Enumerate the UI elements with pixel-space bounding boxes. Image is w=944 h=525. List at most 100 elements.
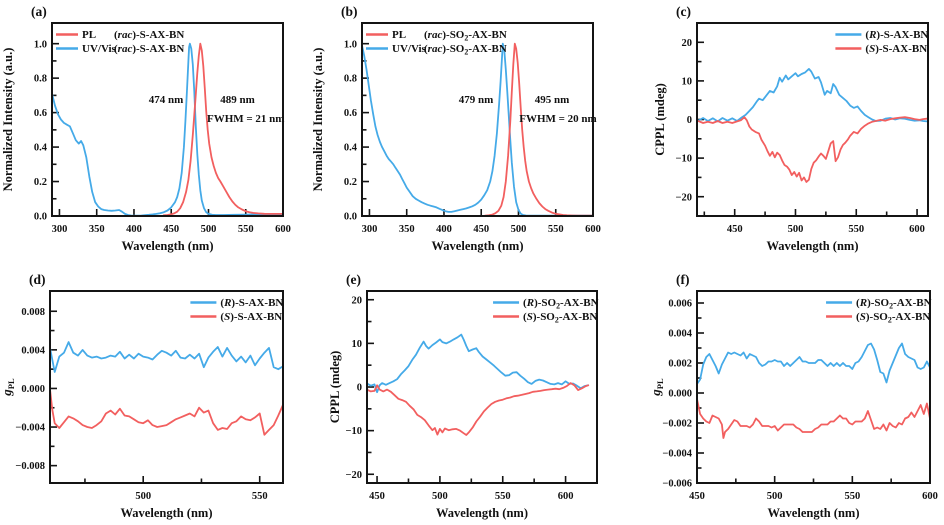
y-tick-label: 20	[352, 295, 363, 306]
chart-svg-b: 300 350 400 450 500 550 600 0.0 0.2 0.4 0.6 0.8 1.0 W…	[311, 4, 601, 253]
legend-label: (R)-S-AX-BN	[865, 29, 928, 41]
x-tick-label: 450	[163, 224, 179, 235]
series-line-red	[698, 116, 927, 183]
x-tick-label: 550	[548, 224, 564, 235]
y-tick-label: 0.8	[34, 74, 47, 85]
panel-b: 300 350 400 450 500 550 600 0.0 0.2 0.4 0.6 0.8 1.0 W…	[310, 0, 620, 262]
panel-letter: (b)	[341, 4, 358, 19]
chart-svg-a: 300 350 400 450 500 550 600 0.0 0.2 0.4 0.6 0.8 1.0 W…	[1, 4, 291, 253]
axis-frame	[696, 290, 931, 484]
y-tick-label: 0.000	[21, 384, 45, 395]
x-tick-label: 450	[689, 491, 705, 502]
panel-letter: (a)	[31, 4, 47, 19]
x-tick-label: 500	[511, 224, 527, 235]
series-line-red	[698, 399, 929, 439]
y-tick-label: 0.2	[34, 177, 47, 188]
legend-label: (S)-S-AX-BN	[220, 311, 282, 323]
y-tick-label: 0.6	[344, 108, 357, 119]
y-tick-label: 0.0	[34, 212, 47, 223]
legend-label2: (rac)-S-AX-BN	[114, 43, 184, 55]
y-tick-label: −0.004	[15, 423, 45, 434]
x-axis-label: Wavelength (nm)	[121, 239, 213, 253]
x-axis-label: Wavelength (nm)	[431, 239, 523, 253]
y-tick-label: −0.008	[15, 461, 45, 472]
y-tick-label: −10	[676, 154, 692, 165]
annotation: 479 nm	[459, 94, 494, 106]
x-tick-label: 350	[399, 224, 415, 235]
legend-label: (R)-SO2​-AX-BN	[856, 297, 932, 311]
panel-f: 450 500 550 600 −0.006 −0.004 −0.002 0.000 0.002…	[620, 262, 944, 525]
panel-letter: (e)	[346, 272, 361, 287]
y-tick-label: −0.002	[662, 419, 692, 430]
x-tick-label: 550	[238, 224, 254, 235]
series-line-red	[368, 382, 590, 436]
y-tick-label: 1.0	[344, 39, 357, 50]
y-tick-label: 0.008	[21, 307, 45, 318]
x-tick-label: 600	[585, 224, 601, 235]
x-axis-label: Wavelength (nm)	[436, 506, 528, 520]
y-tick-label: −0.004	[662, 449, 692, 460]
y-tick-label: −0.006	[662, 479, 692, 490]
annotation: FWHM = 21 nm	[207, 113, 284, 125]
axis-frame	[51, 22, 284, 217]
y-tick-label: 0.002	[668, 359, 692, 370]
panel-letter: (d)	[29, 272, 46, 287]
x-tick-label: 600	[558, 491, 574, 502]
y-axis-label: gPL	[0, 378, 16, 397]
y-tick-label: −20	[346, 470, 362, 481]
annotation: 495 nm	[535, 94, 570, 106]
y-axis-label: Normalized Intensity (a.u.)	[1, 48, 15, 192]
y-tick-label: −10	[346, 426, 362, 437]
x-tick-label: 500	[767, 491, 783, 502]
x-tick-label: 550	[495, 491, 511, 502]
legend: (R)-S-AX-BN (S)-S-AX-BN	[835, 29, 928, 55]
series-line-red	[162, 42, 282, 215]
legend-label: (S)-SO2​-AX-BN	[523, 311, 597, 325]
legend-label2: (rac)-S-AX-BN	[114, 29, 184, 41]
series-line-red	[484, 42, 592, 215]
axis-frame	[361, 22, 594, 217]
x-axis-label: Wavelength (nm)	[767, 506, 859, 520]
legend-label: PL	[82, 29, 96, 41]
series-line-blue	[698, 342, 929, 385]
y-tick-label: 0.4	[34, 143, 48, 154]
x-tick-label: 400	[436, 224, 452, 235]
x-tick-label: 600	[275, 224, 291, 235]
legend-label: (R)-S-AX-BN	[220, 297, 283, 309]
axis-frame	[696, 22, 929, 217]
axis-frame	[366, 290, 598, 484]
legend-label: UV/Vis	[82, 43, 117, 55]
series-line-blue	[698, 68, 927, 123]
x-tick-label: 500	[432, 491, 448, 502]
legend-label2: (rac)-SO2​-AX-BN	[424, 29, 507, 43]
legend: (R)-SO2​-AX-BN(S)-SO2​-AX-BN	[826, 297, 932, 325]
panel-letter: (c)	[676, 4, 691, 19]
y-tick-label: 10	[352, 339, 363, 350]
y-tick-label: 0	[357, 383, 362, 394]
x-tick-label: 450	[369, 491, 385, 502]
x-axis-label: Wavelength (nm)	[766, 239, 858, 253]
annotation: FWHM = 20 nm	[519, 113, 596, 125]
y-tick-label: −20	[676, 192, 692, 203]
legend-label: (R)-SO2​-AX-BN	[523, 297, 599, 311]
y-tick-label: 1.0	[34, 39, 47, 50]
x-tick-label: 500	[135, 491, 151, 502]
x-tick-label: 550	[844, 491, 860, 502]
y-axis-label: CPPL (mdeg)	[328, 351, 342, 424]
series-line-blue	[53, 42, 282, 215]
chart-svg-d: 500 550 −0.008 −0.004 0.000 0.004 0.008 Wavelen…	[0, 272, 284, 520]
x-axis-label: Wavelength (nm)	[120, 506, 212, 520]
legend-label2: (rac)-SO2​-AX-BN	[424, 43, 507, 57]
y-tick-label: 0.0	[344, 212, 357, 223]
chart-svg-c: 450 500 550 600 −20 −10 0 10 20 Wavelength (nm) CP…	[653, 4, 929, 253]
legend-label: (S)-SO2​-AX-BN	[856, 311, 930, 325]
legend-label: (S)-S-AX-BN	[865, 43, 927, 55]
panel-c: 450 500 550 600 −20 −10 0 10 20 Wavelength (nm) CP…	[620, 0, 944, 262]
x-tick-label: 500	[201, 224, 217, 235]
annotation: 489 nm	[220, 94, 255, 106]
series-line-blue	[363, 42, 592, 215]
x-tick-label: 300	[362, 224, 378, 235]
x-tick-label: 600	[909, 224, 925, 235]
